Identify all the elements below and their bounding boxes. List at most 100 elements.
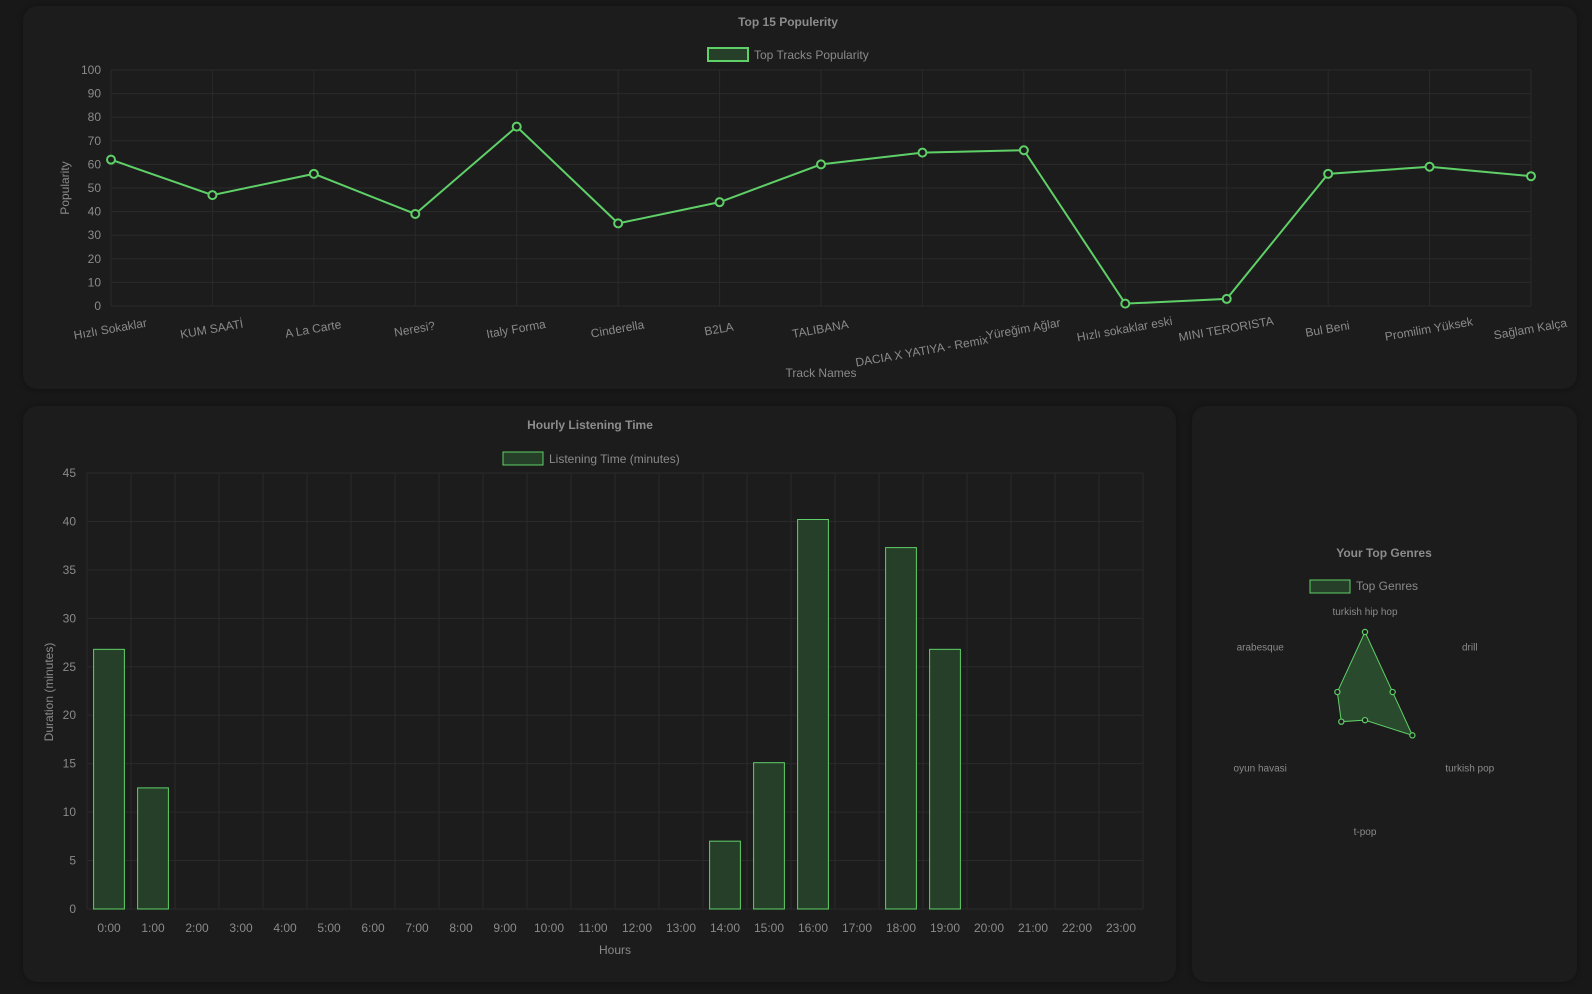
x-tick-label: 15:00 xyxy=(754,921,784,935)
data-point[interactable] xyxy=(106,154,116,165)
y-axis-title: Popularity xyxy=(58,161,72,214)
data-point[interactable] xyxy=(613,218,624,229)
x-tick-label: 20:00 xyxy=(974,921,1004,935)
bar[interactable] xyxy=(93,648,125,910)
bar[interactable] xyxy=(709,840,741,910)
y-axis-title: Duration (minutes) xyxy=(42,643,56,742)
bar[interactable] xyxy=(885,547,917,910)
x-tick-label: Yüreğim Ağlar xyxy=(985,316,1062,343)
x-tick-label: MINI TERORISTA xyxy=(1177,314,1274,344)
data-point[interactable] xyxy=(714,197,725,208)
x-tick-label: Promilim Yüksek xyxy=(1384,314,1475,343)
y-tick-label: 90 xyxy=(88,87,102,101)
x-tick-label: 14:00 xyxy=(710,921,740,935)
radar-area xyxy=(1336,630,1414,737)
chart-title: Hourly Listening Time xyxy=(527,418,653,432)
data-point[interactable] xyxy=(1338,718,1345,725)
data-point[interactable] xyxy=(1361,716,1369,724)
x-tick-label: Sağlam Kalça xyxy=(1493,316,1569,343)
data-point[interactable] xyxy=(1018,145,1029,156)
data-point[interactable] xyxy=(1409,732,1416,739)
genres-chart: Your Top Genres Top Genres turkish hip h… xyxy=(1234,546,1495,838)
legend-label[interactable]: Listening Time (minutes) xyxy=(549,452,680,466)
genre-label: turkish hip hop xyxy=(1332,607,1397,618)
data-point[interactable] xyxy=(410,208,421,219)
genre-label: turkish pop xyxy=(1445,764,1494,775)
x-tick-label: 10:00 xyxy=(534,921,564,935)
x-tick-label: TALIBANA xyxy=(791,317,850,341)
x-axis-title: Hours xyxy=(599,943,631,957)
bar[interactable] xyxy=(929,648,961,910)
y-tick-label: 20 xyxy=(63,708,77,722)
legend-swatch[interactable] xyxy=(502,451,544,466)
data-point[interactable] xyxy=(917,147,928,158)
data-point[interactable] xyxy=(1526,171,1536,182)
x-tick-label: 1:00 xyxy=(141,921,165,935)
genre-label: oyun havasi xyxy=(1234,764,1287,775)
y-tick-label: 10 xyxy=(88,275,102,289)
y-tick-label: 30 xyxy=(88,228,102,242)
legend-swatch[interactable] xyxy=(1309,579,1351,594)
popularity-panel: Top 15 Populerity Top Tracks Popularity … xyxy=(23,6,1577,389)
x-tick-label: KUM SAATİ xyxy=(179,317,244,342)
data-point[interactable] xyxy=(1424,161,1435,172)
y-tick-label: 70 xyxy=(88,134,102,148)
legend-label[interactable]: Top Tracks Popularity xyxy=(754,48,869,62)
y-tick-label: 5 xyxy=(69,854,76,868)
y-tick-label: 0 xyxy=(94,299,101,313)
bar[interactable] xyxy=(797,519,829,910)
data-point[interactable] xyxy=(1323,168,1334,179)
data-point[interactable] xyxy=(816,159,826,170)
data-point[interactable] xyxy=(207,190,218,201)
x-tick-label: 12:00 xyxy=(622,921,652,935)
x-tick-label: A La Carte xyxy=(284,317,343,341)
y-tick-label: 30 xyxy=(63,611,77,625)
y-tick-label: 35 xyxy=(63,563,77,577)
x-tick-label: Cinderella xyxy=(590,317,646,340)
hourly-chart: Hourly Listening Time Listening Time (mi… xyxy=(42,418,1144,957)
y-tick-label: 0 xyxy=(69,902,76,916)
x-tick-label: 5:00 xyxy=(317,921,341,935)
x-tick-label: B2LA xyxy=(703,320,734,339)
x-tick-label: 16:00 xyxy=(798,921,828,935)
x-tick-label: 11:00 xyxy=(578,921,607,935)
y-tick-label: 60 xyxy=(88,157,102,171)
x-tick-label: 17:00 xyxy=(842,921,872,935)
chart-title: Top 15 Populerity xyxy=(738,15,838,29)
x-tick-label: DACIA X YATIYA - Remix xyxy=(854,332,989,369)
legend-swatch[interactable] xyxy=(707,47,749,62)
x-tick-label: Neresi? xyxy=(393,319,436,340)
x-tick-label: 2:00 xyxy=(185,921,209,935)
x-tick-label: 21:00 xyxy=(1018,921,1048,935)
data-point[interactable] xyxy=(1221,293,1232,304)
x-tick-label: 19:00 xyxy=(930,921,960,935)
genre-label: drill xyxy=(1462,643,1478,654)
data-point[interactable] xyxy=(1361,628,1369,636)
x-tick-label: 6:00 xyxy=(361,921,385,935)
x-tick-label: 8:00 xyxy=(449,921,473,935)
y-tick-label: 40 xyxy=(63,514,77,528)
bar[interactable] xyxy=(137,787,169,910)
y-tick-label: 45 xyxy=(63,466,77,480)
data-point[interactable] xyxy=(1389,688,1396,696)
legend-label[interactable]: Top Genres xyxy=(1356,579,1418,593)
hourly-panel: Hourly Listening Time Listening Time (mi… xyxy=(23,406,1176,982)
y-tick-label: 25 xyxy=(63,660,77,674)
genre-label: arabesque xyxy=(1237,643,1285,654)
chart-title: Your Top Genres xyxy=(1336,546,1432,560)
data-point[interactable] xyxy=(1120,298,1131,309)
x-tick-label: Hızlı sokaklar eski xyxy=(1076,314,1174,345)
x-tick-label: 13:00 xyxy=(666,921,696,935)
y-tick-label: 40 xyxy=(88,205,102,219)
x-tick-label: 4:00 xyxy=(273,921,297,935)
y-tick-label: 10 xyxy=(63,805,77,819)
bar[interactable] xyxy=(753,762,785,910)
data-point[interactable] xyxy=(1334,688,1341,696)
x-axis-title: Track Names xyxy=(786,366,857,380)
x-tick-label: Hızlı Sokaklar xyxy=(73,316,148,343)
x-tick-label: 0:00 xyxy=(97,921,121,935)
data-point[interactable] xyxy=(308,168,319,179)
y-tick-label: 20 xyxy=(88,252,102,266)
x-tick-label: 9:00 xyxy=(493,921,517,935)
data-point[interactable] xyxy=(511,121,522,132)
